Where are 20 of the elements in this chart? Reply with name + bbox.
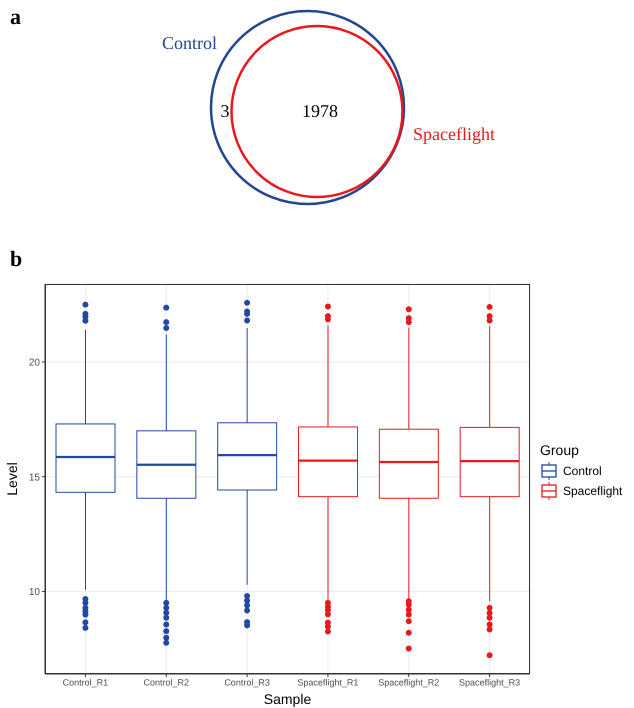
x-tick-label: Control_R3 — [224, 677, 270, 688]
chart-title: b — [10, 246, 22, 272]
legend-title: Group — [540, 442, 580, 458]
category-label: Spaceflight — [413, 124, 495, 144]
text: a — [10, 4, 21, 29]
y-axis-title: Level — [4, 462, 20, 496]
legend-label: Spaceflight — [563, 484, 622, 498]
x-tick-label: Spaceflight_R3 — [459, 677, 520, 688]
x-tick-label: Control_R2 — [143, 677, 190, 688]
legend-label: Control — [563, 464, 602, 478]
x-tick-label: Spaceflight_R2 — [378, 677, 440, 688]
x-tick-label: Control_R1 — [62, 677, 108, 688]
x-tick-label: Spaceflight_R1 — [297, 677, 358, 688]
category-label: Control — [162, 33, 218, 53]
text: 1978 — [302, 101, 338, 121]
y-tick-label: 15 — [28, 472, 40, 484]
y-tick-label: 10 — [28, 586, 40, 598]
text: 3 — [220, 101, 230, 121]
x-axis-title: Sample — [264, 691, 312, 707]
y-tick-label: 20 — [28, 358, 40, 369]
